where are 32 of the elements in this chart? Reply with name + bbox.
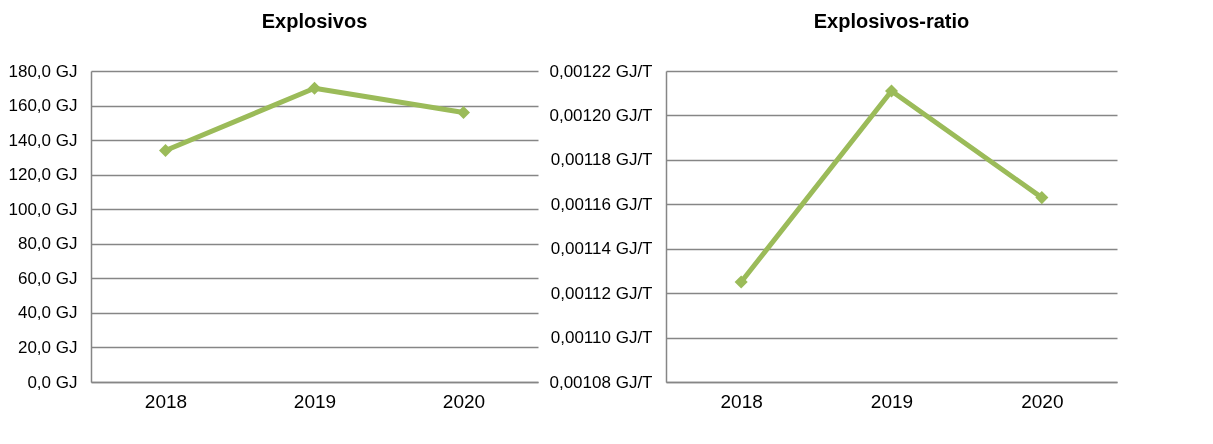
point <box>884 84 899 98</box>
x-tick-label: 2020 <box>1021 390 1064 412</box>
y-tick-label: 120,0 GJ <box>8 165 78 185</box>
y-tick-label: 0,00114 GJ/T <box>550 239 653 259</box>
y-tick-label: 0,00120 GJ/T <box>549 105 653 125</box>
y-tick-label: 140,0 GJ <box>8 130 78 150</box>
y-tick-label: 100,0 GJ <box>8 199 78 219</box>
x-tick-label: 2018 <box>720 390 763 412</box>
y-tick-label: 80,0 GJ <box>17 234 78 254</box>
chart-title: Explosivos-ratio <box>813 10 970 32</box>
y-tick-label: 60,0 GJ <box>17 268 78 288</box>
point <box>734 275 748 289</box>
x-tick-label: 2019 <box>870 390 914 412</box>
x-tick-label: 2019 <box>293 390 337 412</box>
y-tick-label: 0,00112 GJ/T <box>550 283 653 303</box>
y-tick-label: 0,00110 GJ/T <box>550 328 653 348</box>
y-tick-label: 0,0 GJ <box>27 372 78 392</box>
y-tick-label: 180,0 GJ <box>8 61 78 81</box>
y-tick-label: 0,00116 GJ/T <box>550 194 653 214</box>
point <box>1035 191 1049 205</box>
point <box>456 105 471 119</box>
y-tick-label: 40,0 GJ <box>17 303 78 323</box>
x-tick-label: 2020 <box>442 390 486 412</box>
y-tick-label: 0,00108 GJ/T <box>549 372 653 392</box>
chart-title: Explosivos <box>261 10 368 32</box>
x-tick-label: 2018 <box>144 390 188 412</box>
y-tick-label: 0,00118 GJ/T <box>550 150 653 170</box>
point <box>307 81 322 95</box>
y-tick-label: 20,0 GJ <box>17 337 78 357</box>
point <box>158 143 173 157</box>
y-tick-label: 160,0 GJ <box>8 96 78 116</box>
y-tick-label: 0,00122 GJ/T <box>549 61 653 81</box>
